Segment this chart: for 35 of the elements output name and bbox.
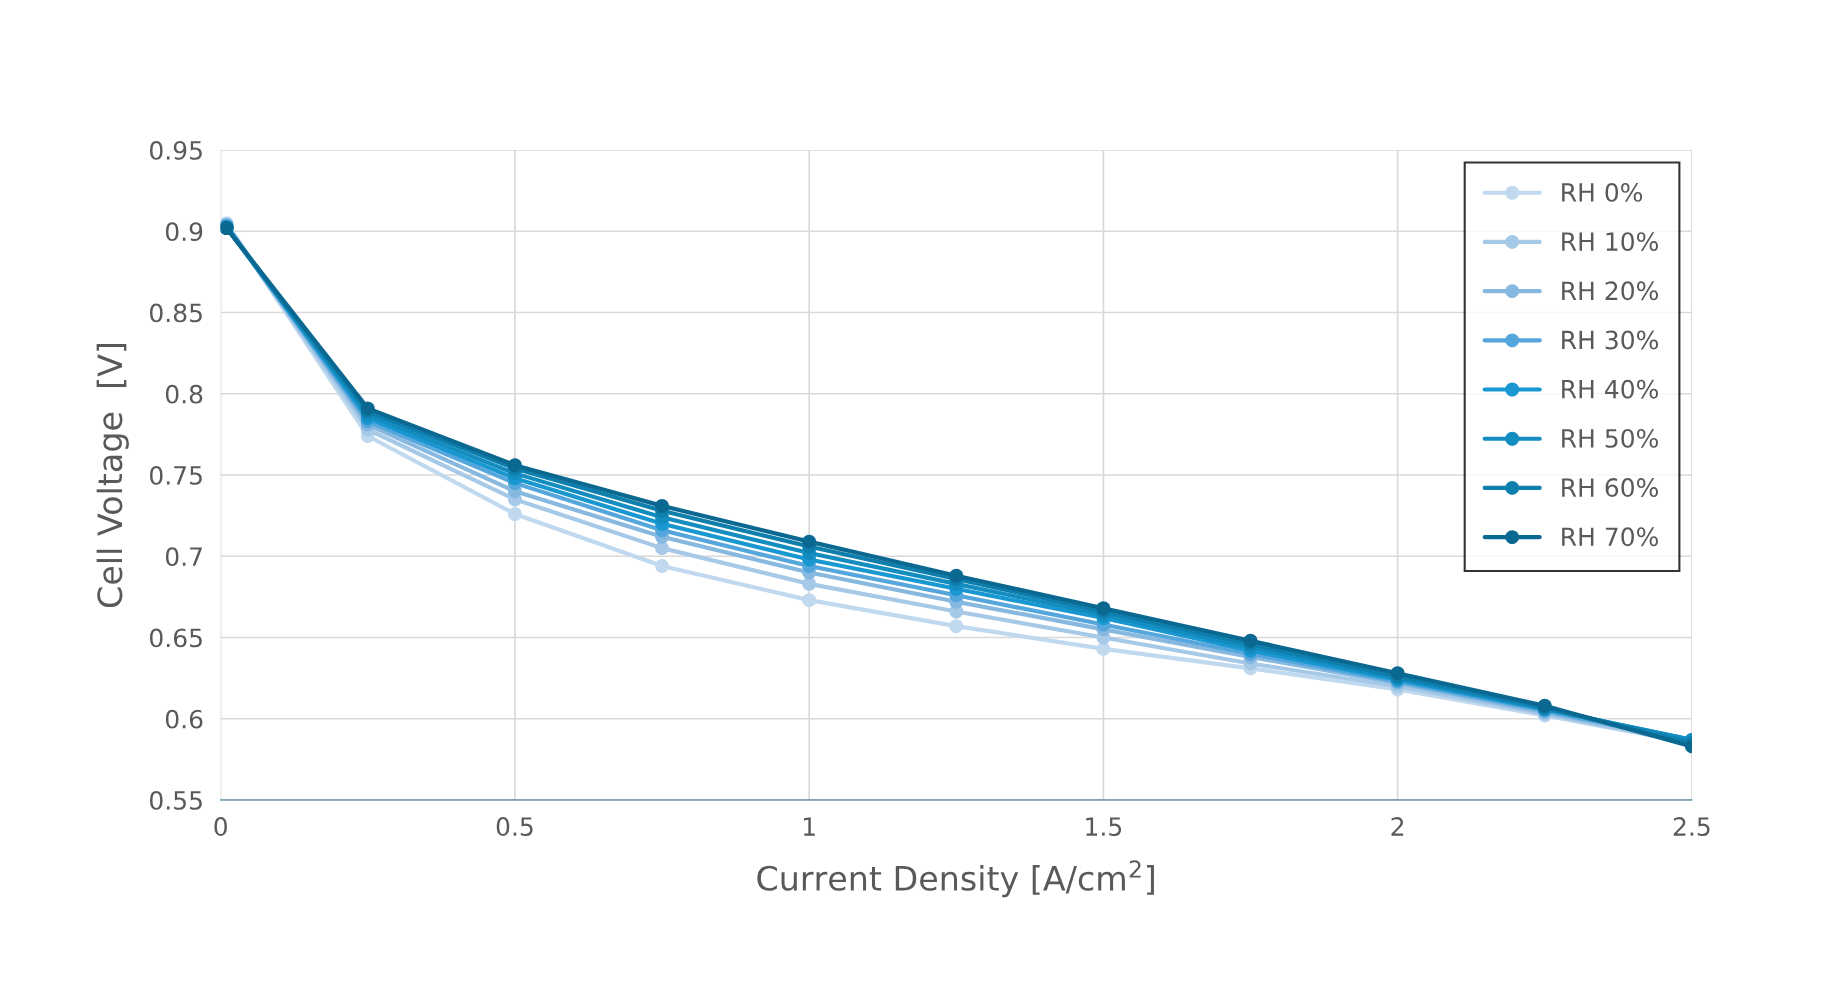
legend-label: RH 10% (1562, 232, 1658, 252)
legend-label: RH 20% (1562, 281, 1658, 301)
legend-label: RH 60% (1562, 478, 1658, 498)
legend-label: RH 70% (1562, 527, 1658, 547)
x-tick-label: 2 (1391, 817, 1404, 836)
legend-label: RH 50% (1562, 428, 1658, 448)
point (1243, 633, 1258, 648)
legend-label: RH 30% (1562, 330, 1658, 350)
x-tick-label: 0 (214, 817, 227, 837)
y-tick-label: 0.95 (150, 140, 202, 160)
point (655, 498, 669, 513)
x-tick-label: 1 (803, 817, 815, 836)
point (949, 619, 964, 634)
x-tick-label: 0.5 (496, 817, 533, 837)
x-tick-label: 2.5 (1673, 817, 1710, 837)
x-axis-title: Current Density [A/cm$^{2}$] (757, 860, 1154, 898)
y-tick-label: 0.55 (150, 790, 202, 810)
point (802, 534, 817, 549)
point (507, 507, 522, 521)
y-axis-title: Cell Voltage [V] (96, 343, 129, 608)
point (655, 559, 669, 573)
y-tick-label: 0.85 (150, 303, 202, 323)
point (802, 593, 817, 608)
y-tick-label: 0.6 (165, 709, 203, 729)
y-tick-label: 0.7 (165, 547, 202, 567)
point (802, 576, 817, 591)
y-tick-label: 0.8 (165, 384, 203, 404)
legend-label: RH 0% (1562, 182, 1643, 202)
point (949, 568, 964, 583)
y-tick-label: 0.75 (150, 465, 202, 485)
y-tick-label: 0.9 (165, 222, 203, 242)
point (655, 541, 669, 556)
x-tick-label: 1.5 (1086, 817, 1122, 837)
legend-label: RH 40% (1562, 379, 1658, 399)
y-tick-label: 0.65 (150, 628, 202, 648)
